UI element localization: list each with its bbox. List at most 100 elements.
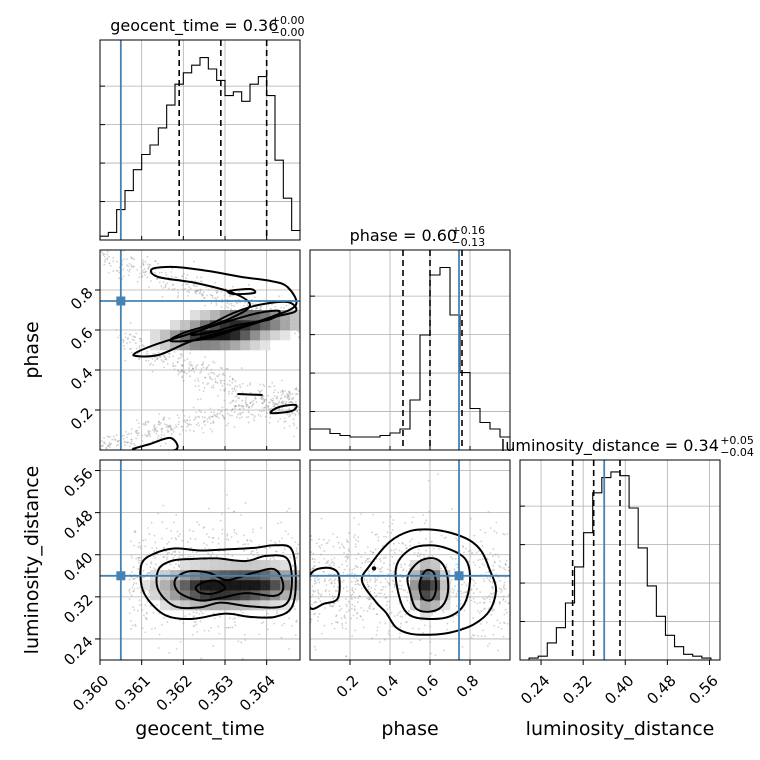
sample-point <box>493 624 496 627</box>
sample-point <box>272 391 275 394</box>
sample-point <box>490 593 493 596</box>
sample-point <box>360 513 362 515</box>
sample-point <box>201 363 204 366</box>
sample-point <box>105 447 108 450</box>
sample-point <box>488 642 491 645</box>
sample-point <box>333 564 335 567</box>
sample-point <box>183 371 186 374</box>
sample-point <box>367 560 369 563</box>
sample-point <box>134 623 137 626</box>
sample-point <box>153 567 156 570</box>
sample-point <box>229 375 232 378</box>
title-luminosity_distance: luminosity_distance = 0.34 +0.05−0.04 <box>501 434 754 459</box>
sample-point <box>136 587 139 590</box>
sample-point <box>491 586 493 589</box>
sample-point <box>368 557 370 560</box>
sample-point <box>150 562 153 565</box>
sample-point <box>373 607 375 610</box>
sample-point <box>291 564 294 567</box>
sample-point <box>182 379 185 382</box>
sample-point <box>203 386 206 389</box>
sample-point <box>295 388 298 391</box>
sample-point <box>373 592 376 594</box>
sample-point <box>130 440 133 443</box>
sample-point <box>189 429 191 432</box>
sample-point <box>245 401 247 404</box>
sample-point <box>372 571 374 573</box>
sample-point <box>504 568 507 571</box>
sample-point <box>195 289 198 292</box>
sample-point <box>313 645 316 648</box>
sample-point <box>124 336 127 339</box>
sample-point <box>152 555 155 557</box>
sample-point <box>391 572 393 575</box>
sample-point <box>166 431 169 433</box>
sample-point <box>217 537 220 540</box>
sample-point <box>182 622 185 625</box>
sample-point <box>389 634 391 637</box>
sample-point <box>181 539 184 542</box>
sample-point <box>145 612 148 615</box>
sample-point <box>186 419 189 422</box>
sample-point <box>345 627 347 630</box>
sample-point <box>180 364 183 367</box>
sample-point <box>188 367 191 370</box>
sample-point <box>211 294 213 297</box>
sample-point <box>383 562 385 565</box>
sample-point <box>189 352 192 355</box>
sample-point <box>232 400 235 402</box>
sample-point <box>152 611 155 614</box>
contour-line <box>418 568 438 602</box>
sample-point <box>228 390 231 393</box>
panel-frame <box>99 39 301 241</box>
sample-point <box>195 623 198 626</box>
sample-point <box>331 595 334 597</box>
sample-point <box>143 614 145 617</box>
sample-point <box>294 332 297 335</box>
sample-point <box>113 438 116 441</box>
sample-point <box>102 254 105 257</box>
sample-point <box>251 400 253 403</box>
density-cell <box>260 340 271 351</box>
sample-point <box>186 358 189 361</box>
sample-point <box>479 528 482 531</box>
sample-point <box>317 615 320 618</box>
sample-point <box>402 589 405 591</box>
density-cell <box>220 310 231 321</box>
sample-point <box>171 428 174 431</box>
sample-point <box>220 290 223 293</box>
sample-point <box>172 556 175 559</box>
sample-point <box>282 401 285 403</box>
sample-point <box>242 411 245 414</box>
sample-point <box>193 370 196 373</box>
sample-point <box>428 510 430 513</box>
sample-point <box>188 291 191 294</box>
sample-point <box>332 545 335 548</box>
sample-point <box>122 340 125 343</box>
sample-point <box>202 294 204 296</box>
sample-point <box>431 540 433 543</box>
sample-point <box>172 283 174 286</box>
sample-point <box>198 416 201 419</box>
sample-point <box>130 347 133 350</box>
sample-point <box>125 258 128 261</box>
sample-point <box>273 404 276 406</box>
density-cell <box>210 560 221 571</box>
sample-point <box>177 560 180 563</box>
density-cell <box>200 340 211 351</box>
sample-point <box>212 415 214 418</box>
sample-point <box>129 442 132 445</box>
sample-point <box>223 417 226 420</box>
sample-point <box>381 570 384 573</box>
sample-point <box>277 409 280 412</box>
sample-point <box>374 595 377 598</box>
sample-point <box>491 581 494 584</box>
sample-point <box>203 420 205 423</box>
sample-point <box>422 632 425 634</box>
sample-point <box>283 548 286 551</box>
sample-point <box>483 580 486 583</box>
sample-point <box>210 368 213 371</box>
y-axis-label: phase <box>21 321 43 378</box>
sample-point <box>236 413 239 416</box>
sample-point <box>147 572 149 574</box>
